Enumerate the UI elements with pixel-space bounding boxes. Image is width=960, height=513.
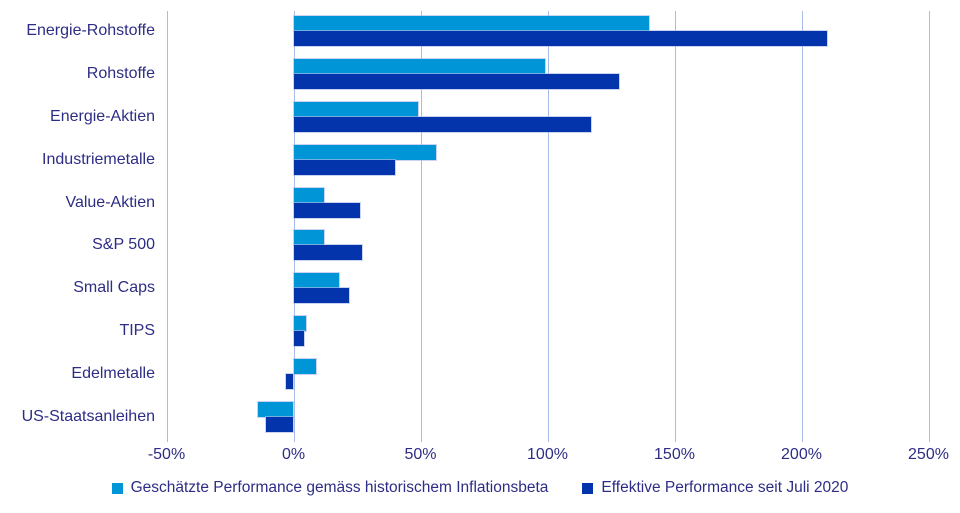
category-label: Energie-Rohstoffe <box>26 22 155 40</box>
bar-effective-performance <box>285 373 294 389</box>
gridline <box>547 11 549 442</box>
gridline <box>801 11 803 442</box>
x-tick-label: 100% <box>527 446 568 463</box>
category-label: TIPS <box>119 322 155 339</box>
category-label: Energie-Aktien <box>50 108 155 125</box>
bar-effective-performance <box>293 74 619 90</box>
bar-estimated-performance <box>293 358 317 374</box>
x-tick-label: 150% <box>654 446 695 463</box>
x-tick-label: 50% <box>404 446 437 463</box>
bar-estimated-performance <box>257 401 294 417</box>
x-tick-label: 0% <box>281 446 306 463</box>
gridline <box>420 11 422 442</box>
bar-estimated-performance <box>293 187 324 203</box>
legend-swatch-estimated-performance-icon <box>111 482 123 494</box>
bar-estimated-performance <box>293 59 545 75</box>
legend-item-effective-performance: Effektive Performance seit Juli 2020 <box>582 479 848 497</box>
gridline <box>928 11 930 442</box>
x-tick-label: 200% <box>781 446 822 463</box>
bar-effective-performance <box>293 31 827 47</box>
legend: Geschätzte Performance gemäss historisch… <box>0 479 960 497</box>
bar-estimated-performance <box>293 102 418 117</box>
bar-effective-performance <box>293 331 304 346</box>
legend-label-effective-performance: Effektive Performance seit Juli 2020 <box>601 479 849 496</box>
legend-swatch-effective-performance-icon <box>582 482 594 494</box>
category-label: US-Staatsanleihen <box>21 407 155 425</box>
bar-estimated-performance <box>293 230 324 246</box>
gridline <box>166 11 168 442</box>
x-tick-label: -50% <box>147 446 186 463</box>
bar-estimated-performance <box>293 16 650 32</box>
category-label: Rohstoffe <box>86 65 155 83</box>
category-label: S&P 500 <box>92 236 155 254</box>
bar-effective-performance <box>293 288 350 304</box>
bar-effective-performance <box>293 117 591 132</box>
category-label: Edelmetalle <box>71 364 155 382</box>
bar-effective-performance <box>293 245 363 261</box>
legend-item-estimated-performance: Geschätzte Performance gemäss historisch… <box>111 479 549 497</box>
gridline <box>293 11 295 442</box>
category-label: Industriemetalle <box>42 150 155 168</box>
category-label: Small Caps <box>73 279 155 297</box>
bar-estimated-performance <box>293 316 307 331</box>
bar-effective-performance <box>293 202 360 218</box>
legend-label-estimated-performance: Geschätzte Performance gemäss historisch… <box>130 479 549 496</box>
category-label: Value-Aktien <box>65 193 155 211</box>
x-tick-label: 250% <box>908 446 949 463</box>
bar-estimated-performance <box>293 273 340 289</box>
gridline <box>674 11 676 442</box>
bar-effective-performance <box>293 159 396 175</box>
bar-effective-performance <box>265 416 294 432</box>
bar-estimated-performance <box>293 144 436 160</box>
